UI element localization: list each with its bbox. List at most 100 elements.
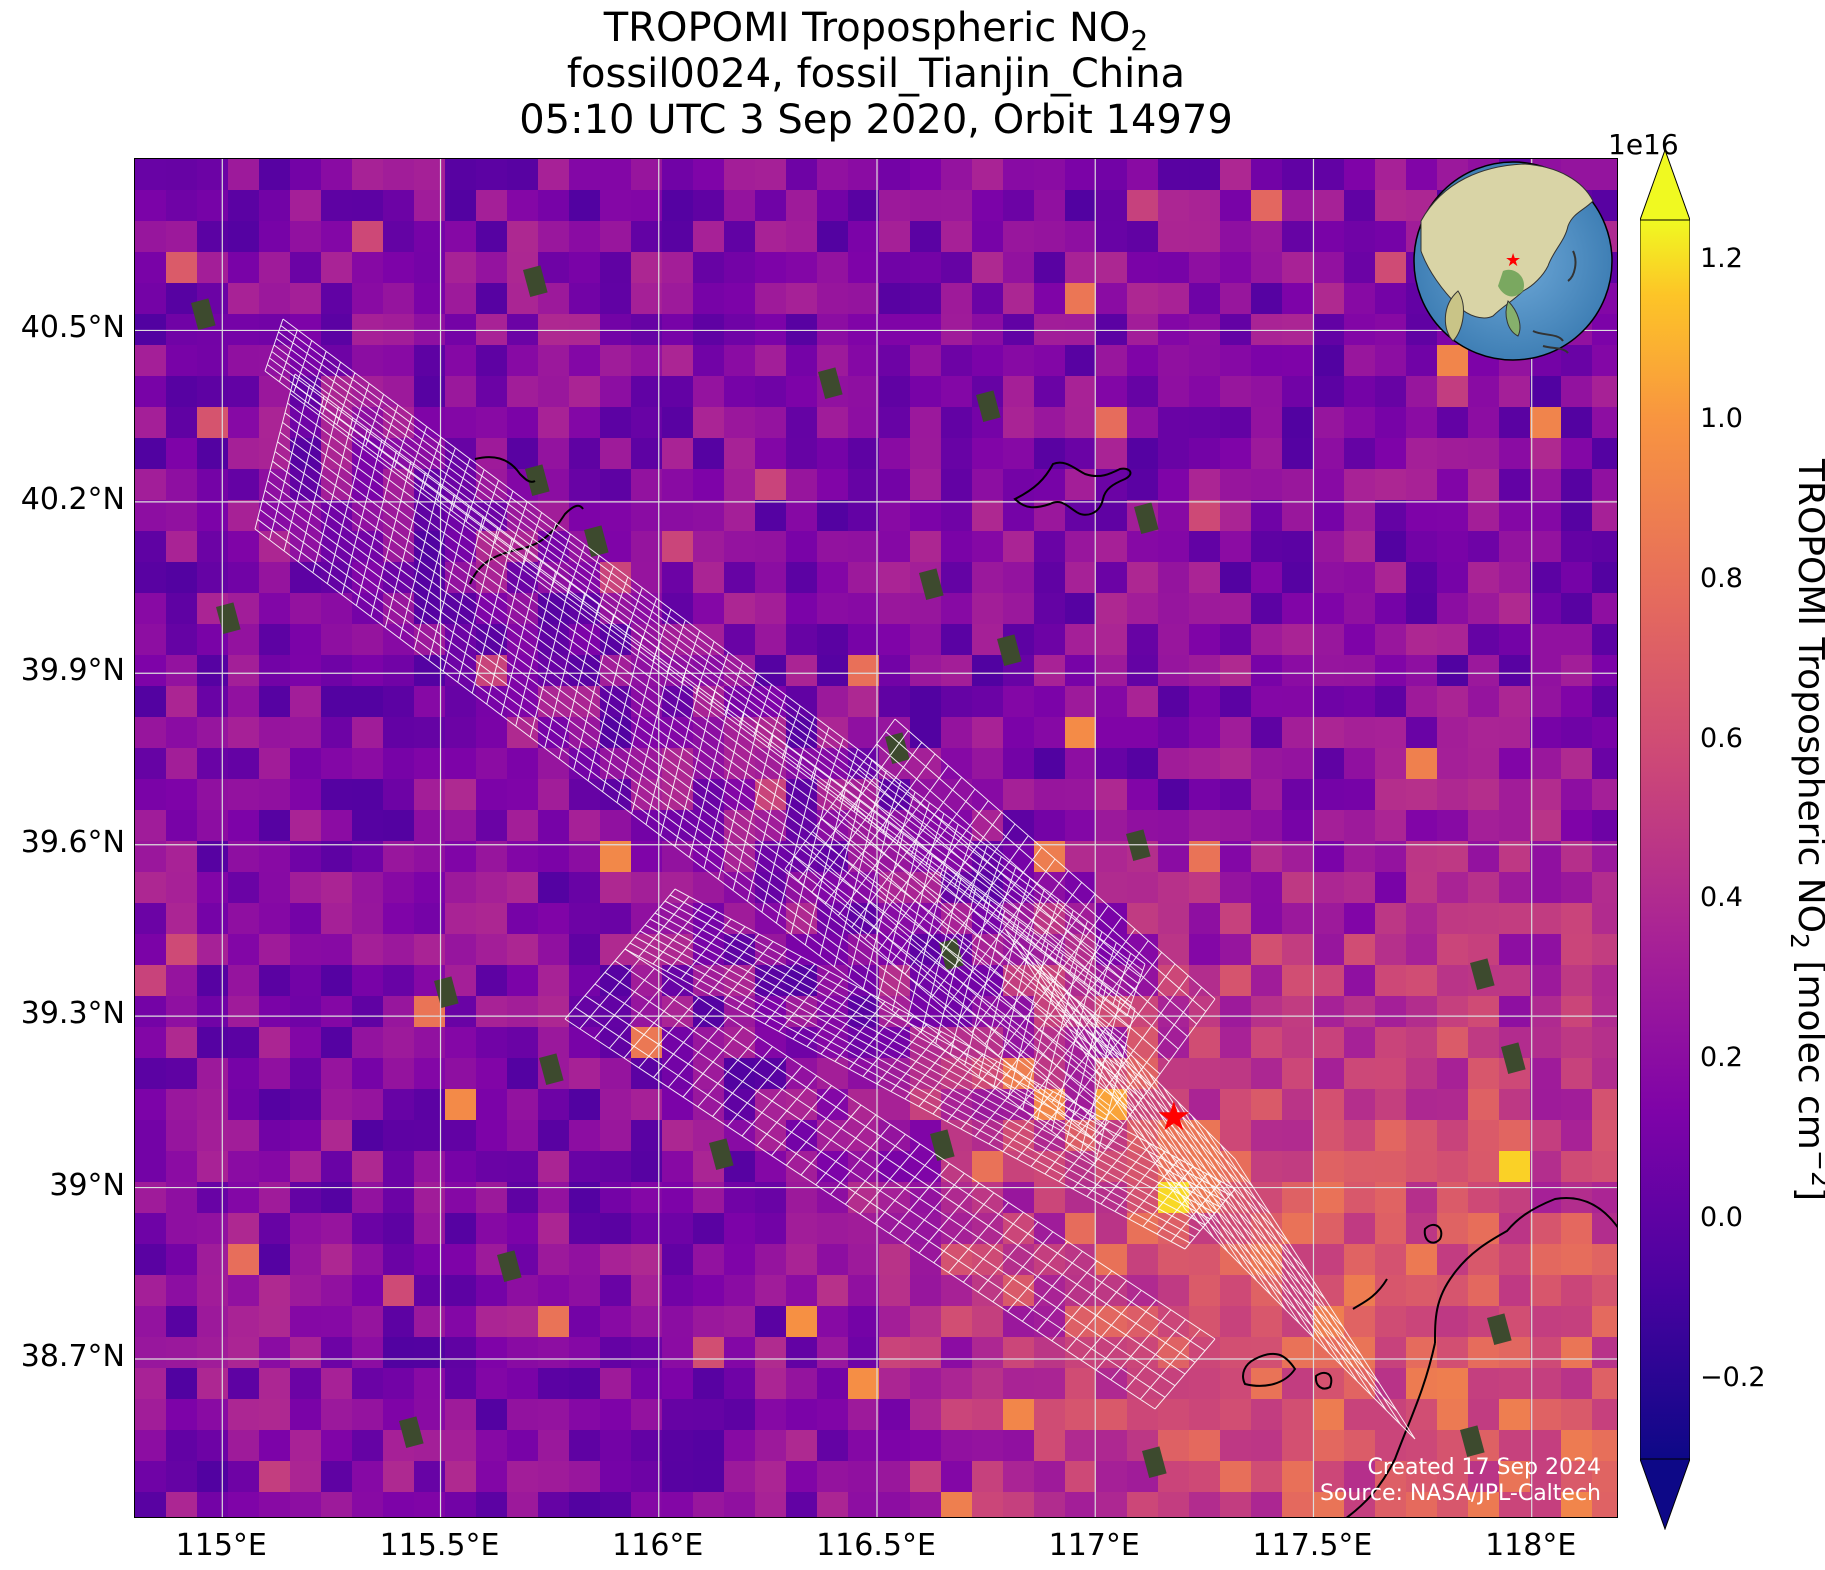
no2-pixel xyxy=(1158,438,1190,470)
no2-pixel xyxy=(569,1089,601,1121)
no2-pixel xyxy=(290,1337,322,1369)
no2-pixel xyxy=(817,221,849,253)
no2-pixel xyxy=(724,1244,756,1276)
no2-pixel xyxy=(662,934,694,966)
no2-pixel xyxy=(1189,1461,1221,1493)
no2-pixel xyxy=(1561,934,1593,966)
no2-pixel xyxy=(1468,407,1500,439)
no2-pixel xyxy=(817,438,849,470)
no2-pixel xyxy=(476,748,508,780)
no2-pixel xyxy=(383,779,415,811)
no2-pixel xyxy=(1344,500,1376,532)
no2-pixel xyxy=(228,469,260,501)
no2-pixel xyxy=(1003,469,1035,501)
no2-pixel xyxy=(941,624,973,656)
no2-pixel xyxy=(569,500,601,532)
no2-pixel xyxy=(1127,717,1159,749)
no2-pixel xyxy=(321,841,353,873)
no2-pixel xyxy=(1313,438,1345,470)
no2-pixel xyxy=(1065,1368,1097,1400)
no2-pixel xyxy=(135,934,167,966)
missing-pixel xyxy=(525,464,550,497)
lat-tick-label: 40.2°N xyxy=(20,481,125,517)
no2-pixel xyxy=(228,252,260,284)
no2-pixel xyxy=(1034,345,1066,377)
no2-pixel xyxy=(1592,810,1617,842)
no2-pixel xyxy=(1406,624,1438,656)
no2-pixel xyxy=(1065,500,1097,532)
no2-pixel xyxy=(1375,1151,1407,1183)
no2-pixel xyxy=(476,1461,508,1493)
no2-pixel xyxy=(1282,438,1314,470)
no2-pixel xyxy=(1592,1182,1617,1214)
no2-pixel xyxy=(1344,996,1376,1028)
no2-pixel xyxy=(879,1368,911,1400)
no2-pixel xyxy=(1344,841,1376,873)
no2-pixel xyxy=(1375,748,1407,780)
no2-pixel xyxy=(631,1306,663,1338)
no2-pixel xyxy=(197,438,229,470)
no2-pixel xyxy=(1499,965,1531,997)
no2-pixel xyxy=(1313,1430,1345,1462)
no2-pixel xyxy=(1592,1430,1617,1462)
no2-pixel xyxy=(1592,1461,1617,1493)
no2-pixel xyxy=(1158,593,1190,625)
no2-pixel xyxy=(507,779,539,811)
no2-pixel xyxy=(1313,841,1345,873)
no2-pixel xyxy=(879,624,911,656)
no2-pixel xyxy=(1282,1399,1314,1431)
no2-pixel xyxy=(1189,1399,1221,1431)
no2-pixel xyxy=(1499,1461,1531,1493)
no2-pixel xyxy=(383,1368,415,1400)
no2-pixel xyxy=(1189,624,1221,656)
no2-pixel xyxy=(507,593,539,625)
no2-pixel xyxy=(1375,1058,1407,1090)
no2-pixel xyxy=(383,810,415,842)
no2-pixel xyxy=(476,376,508,408)
no2-pixel xyxy=(786,345,818,377)
no2-pixel xyxy=(1189,1306,1221,1338)
no2-pixel xyxy=(1437,500,1469,532)
map-panel[interactable]: ★ ★ Created 17 Sep 2024 Source: NASA/JPL… xyxy=(134,158,1618,1518)
no2-pixel xyxy=(166,221,198,253)
no2-pixel xyxy=(724,1182,756,1214)
no2-pixel xyxy=(631,1089,663,1121)
no2-pixel xyxy=(135,500,167,532)
no2-pixel xyxy=(600,1213,632,1245)
no2-pixel xyxy=(1561,810,1593,842)
no2-pixel xyxy=(1437,1058,1469,1090)
no2-pixel xyxy=(569,779,601,811)
no2-pixel xyxy=(848,593,880,625)
no2-pixel xyxy=(414,1058,446,1090)
no2-pixel xyxy=(1003,1151,1035,1183)
no2-pixel xyxy=(1158,686,1190,718)
no2-pixel xyxy=(166,903,198,935)
no2-pixel xyxy=(1468,903,1500,935)
no2-pixel xyxy=(352,1430,384,1462)
no2-pixel xyxy=(848,1244,880,1276)
no2-pixel xyxy=(1034,1368,1066,1400)
no2-pixel xyxy=(135,810,167,842)
no2-pixel xyxy=(755,748,787,780)
no2-pixel xyxy=(1127,252,1159,284)
no2-pixel xyxy=(1592,438,1617,470)
lat-tick-label: 38.7°N xyxy=(20,1339,125,1374)
no2-pixel xyxy=(1065,1399,1097,1431)
data-source: Source: NASA/JPL-Caltech xyxy=(1319,1481,1601,1506)
no2-pixel xyxy=(259,376,291,408)
no2-pixel xyxy=(786,159,818,191)
no2-pixel xyxy=(755,252,787,284)
no2-pixel xyxy=(879,159,911,191)
no2-pixel xyxy=(259,934,291,966)
no2-pixel xyxy=(1468,872,1500,904)
no2-pixel xyxy=(1251,159,1283,191)
no2-pixel xyxy=(600,469,632,501)
no2-pixel xyxy=(972,1151,1004,1183)
no2-pixel xyxy=(507,686,539,718)
no2-pixel xyxy=(1065,748,1097,780)
no2-pixel xyxy=(321,934,353,966)
no2-pixel xyxy=(1530,1337,1562,1369)
no2-pixel xyxy=(1220,376,1252,408)
no2-pixel xyxy=(197,376,229,408)
no2-pixel xyxy=(445,903,477,935)
